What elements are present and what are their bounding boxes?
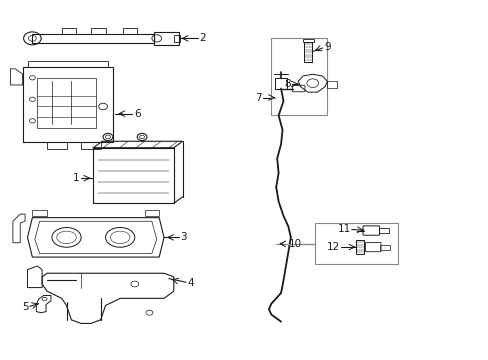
Bar	[27, 60, 108, 67]
Text: 4: 4	[187, 278, 194, 288]
Text: 11: 11	[337, 225, 350, 234]
Bar	[303, 39, 313, 42]
Bar	[173, 35, 179, 42]
Bar	[91, 28, 105, 34]
Bar	[32, 211, 47, 216]
Text: 7: 7	[254, 93, 261, 103]
Bar	[315, 223, 397, 264]
Bar	[144, 211, 159, 216]
Bar	[81, 142, 101, 149]
Text: 1: 1	[73, 173, 80, 183]
Bar	[22, 67, 113, 142]
Bar	[37, 78, 96, 128]
Text: 12: 12	[325, 242, 339, 252]
Bar	[47, 142, 66, 149]
Bar	[327, 81, 336, 88]
Text: 2: 2	[199, 33, 206, 43]
Text: 6: 6	[134, 109, 140, 119]
Bar	[122, 28, 137, 34]
Text: 5: 5	[22, 302, 28, 312]
Bar	[61, 28, 76, 34]
Bar	[154, 32, 178, 45]
Text: 8: 8	[284, 79, 290, 89]
Bar	[379, 244, 389, 249]
Text: 9: 9	[324, 42, 330, 52]
Bar	[304, 42, 312, 62]
Bar	[32, 34, 154, 42]
Bar	[355, 240, 364, 254]
Bar	[275, 78, 286, 89]
Bar	[271, 39, 327, 116]
Text: 3: 3	[180, 232, 186, 242]
Bar	[378, 228, 388, 233]
Text: 10: 10	[288, 239, 302, 249]
